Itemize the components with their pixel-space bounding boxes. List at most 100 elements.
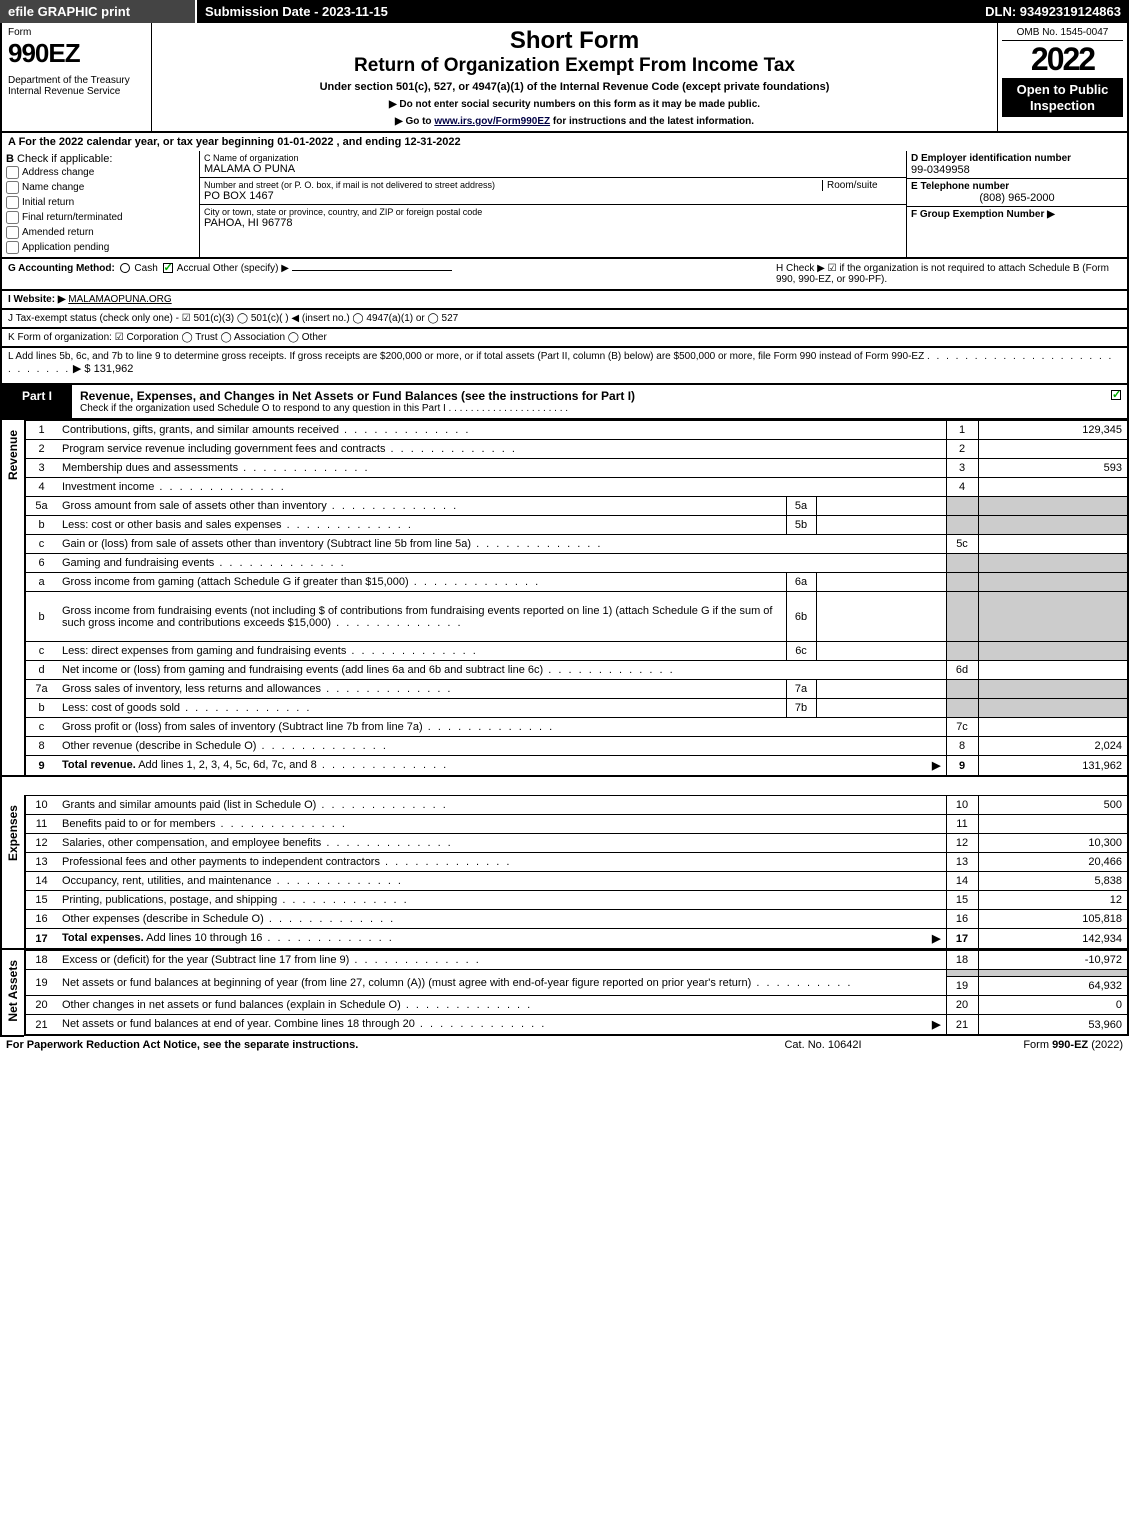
table-row: 18Excess or (deficit) for the year (Subt…: [25, 951, 1128, 970]
line-description: Gross profit or (loss) from sales of inv…: [57, 718, 946, 737]
check-address-change[interactable]: Address change: [6, 165, 195, 180]
total-line-number: [946, 680, 978, 699]
total-line-number: [946, 573, 978, 592]
line-description: Investment income . . . . . . . . . . . …: [57, 478, 946, 497]
group-exemption-label: F Group Exemption Number ▶: [911, 209, 1123, 220]
table-row: 2Program service revenue including gover…: [25, 440, 1128, 459]
tax-year: 2022: [1002, 41, 1123, 78]
net-assets-section: Net Assets 18Excess or (deficit) for the…: [0, 950, 1129, 1037]
total-line-value: 142,934: [978, 929, 1128, 950]
website-value[interactable]: MALAMAOPUNA.ORG: [68, 294, 171, 305]
checkbox-initial-return[interactable]: [6, 196, 19, 209]
total-line-value: [978, 516, 1128, 535]
checkbox-final-return[interactable]: [6, 211, 19, 224]
total-line-number: 14: [946, 872, 978, 891]
table-row: cGross profit or (loss) from sales of in…: [25, 718, 1128, 737]
website-label: I Website: ▶: [8, 294, 66, 305]
table-row: aGross income from gaming (attach Schedu…: [25, 573, 1128, 592]
check-name-change[interactable]: Name change: [6, 180, 195, 195]
line-description: Other expenses (describe in Schedule O) …: [57, 910, 946, 929]
section-b-letter: B: [6, 153, 14, 165]
irs-link[interactable]: www.irs.gov/Form990EZ: [434, 116, 550, 127]
section-b: B Check if applicable: Address change Na…: [2, 151, 200, 257]
line-description: Total revenue. Add lines 1, 2, 3, 4, 5c,…: [57, 756, 946, 777]
org-name-label: C Name of organization: [204, 153, 902, 163]
check-application-pending[interactable]: Application pending: [6, 240, 195, 255]
room-suite-label: Room/suite: [822, 180, 902, 191]
line-description: Gain or (loss) from sale of assets other…: [57, 535, 946, 554]
table-row: 21Net assets or fund balances at end of …: [25, 1015, 1128, 1036]
total-line-number: [946, 592, 978, 642]
irs-label: Internal Revenue Service: [8, 86, 145, 97]
line-description: Net income or (loss) from gaming and fun…: [57, 661, 946, 680]
org-name-value: MALAMA O PUNA: [204, 163, 902, 175]
section-spacer: [0, 777, 1129, 795]
total-line-number: 6d: [946, 661, 978, 680]
total-line-value: [978, 970, 1128, 977]
line-description: Contributions, gifts, grants, and simila…: [57, 421, 946, 440]
line-number: 7a: [25, 680, 57, 699]
checkbox-application-pending[interactable]: [6, 241, 19, 254]
table-row: 10Grants and similar amounts paid (list …: [25, 796, 1128, 815]
schedule-o-checkbox[interactable]: [1111, 390, 1121, 400]
line-description: Professional fees and other payments to …: [57, 853, 946, 872]
city-value: PAHOA, HI 96778: [204, 217, 902, 229]
total-line-number: 12: [946, 834, 978, 853]
line-description: Total expenses. Add lines 10 through 16 …: [57, 929, 946, 950]
sub-line-number: 6c: [786, 642, 816, 661]
checkbox-accrual[interactable]: [163, 263, 173, 273]
revenue-side-label: Revenue: [0, 420, 24, 777]
total-line-number: 17: [946, 929, 978, 950]
form-number: 990EZ: [8, 38, 145, 69]
line-description: Membership dues and assessments . . . . …: [57, 459, 946, 478]
sub-line-value: [816, 573, 946, 592]
total-line-value: [978, 440, 1128, 459]
total-line-value: 500: [978, 796, 1128, 815]
line-description: Occupancy, rent, utilities, and maintena…: [57, 872, 946, 891]
revenue-section: Revenue 1Contributions, gifts, grants, a…: [0, 420, 1129, 777]
accounting-method-label: G Accounting Method:: [8, 263, 115, 274]
total-line-number: 18: [946, 951, 978, 970]
line-number: 19: [25, 970, 57, 996]
check-initial-return[interactable]: Initial return: [6, 195, 195, 210]
line-number: c: [25, 718, 57, 737]
line-number: d: [25, 661, 57, 680]
checkbox-address-change[interactable]: [6, 166, 19, 179]
radio-cash[interactable]: [120, 263, 130, 273]
total-line-number: [946, 516, 978, 535]
total-line-value: [978, 478, 1128, 497]
line-number: b: [25, 699, 57, 718]
table-row: 16Other expenses (describe in Schedule O…: [25, 910, 1128, 929]
line-description: Printing, publications, postage, and shi…: [57, 891, 946, 910]
topbar: efile GRAPHIC print Submission Date - 20…: [0, 0, 1129, 23]
total-line-value: 20,466: [978, 853, 1128, 872]
check-amended-return[interactable]: Amended return: [6, 225, 195, 240]
net-assets-table: 18Excess or (deficit) for the year (Subt…: [24, 950, 1129, 1036]
line-description: Other changes in net assets or fund bala…: [57, 996, 946, 1015]
dln-number: DLN: 93492319124863: [977, 0, 1129, 23]
checkbox-amended-return[interactable]: [6, 226, 19, 239]
table-row: cLess: direct expenses from gaming and f…: [25, 642, 1128, 661]
check-final-return[interactable]: Final return/terminated: [6, 210, 195, 225]
total-line-number: 7c: [946, 718, 978, 737]
submission-date: Submission Date - 2023-11-15: [195, 0, 396, 23]
line-number: 3: [25, 459, 57, 478]
total-line-number: [946, 497, 978, 516]
table-row: 7aGross sales of inventory, less returns…: [25, 680, 1128, 699]
efile-label[interactable]: efile GRAPHIC print: [0, 0, 195, 23]
dept-treasury: Department of the Treasury: [8, 75, 145, 86]
total-line-number: 2: [946, 440, 978, 459]
total-line-value: [978, 592, 1128, 642]
street-value: PO BOX 1467: [204, 190, 902, 202]
line-description: Gross sales of inventory, less returns a…: [57, 680, 786, 699]
line-number: 1: [25, 421, 57, 440]
line-number: 16: [25, 910, 57, 929]
page-footer: For Paperwork Reduction Act Notice, see …: [0, 1037, 1129, 1053]
sub-line-value: [816, 592, 946, 642]
checkbox-name-change[interactable]: [6, 181, 19, 194]
table-row: 8Other revenue (describe in Schedule O) …: [25, 737, 1128, 756]
total-line-value: 64,932: [978, 977, 1128, 996]
sub-line-value: [816, 699, 946, 718]
total-line-number: 3: [946, 459, 978, 478]
line-number: c: [25, 642, 57, 661]
